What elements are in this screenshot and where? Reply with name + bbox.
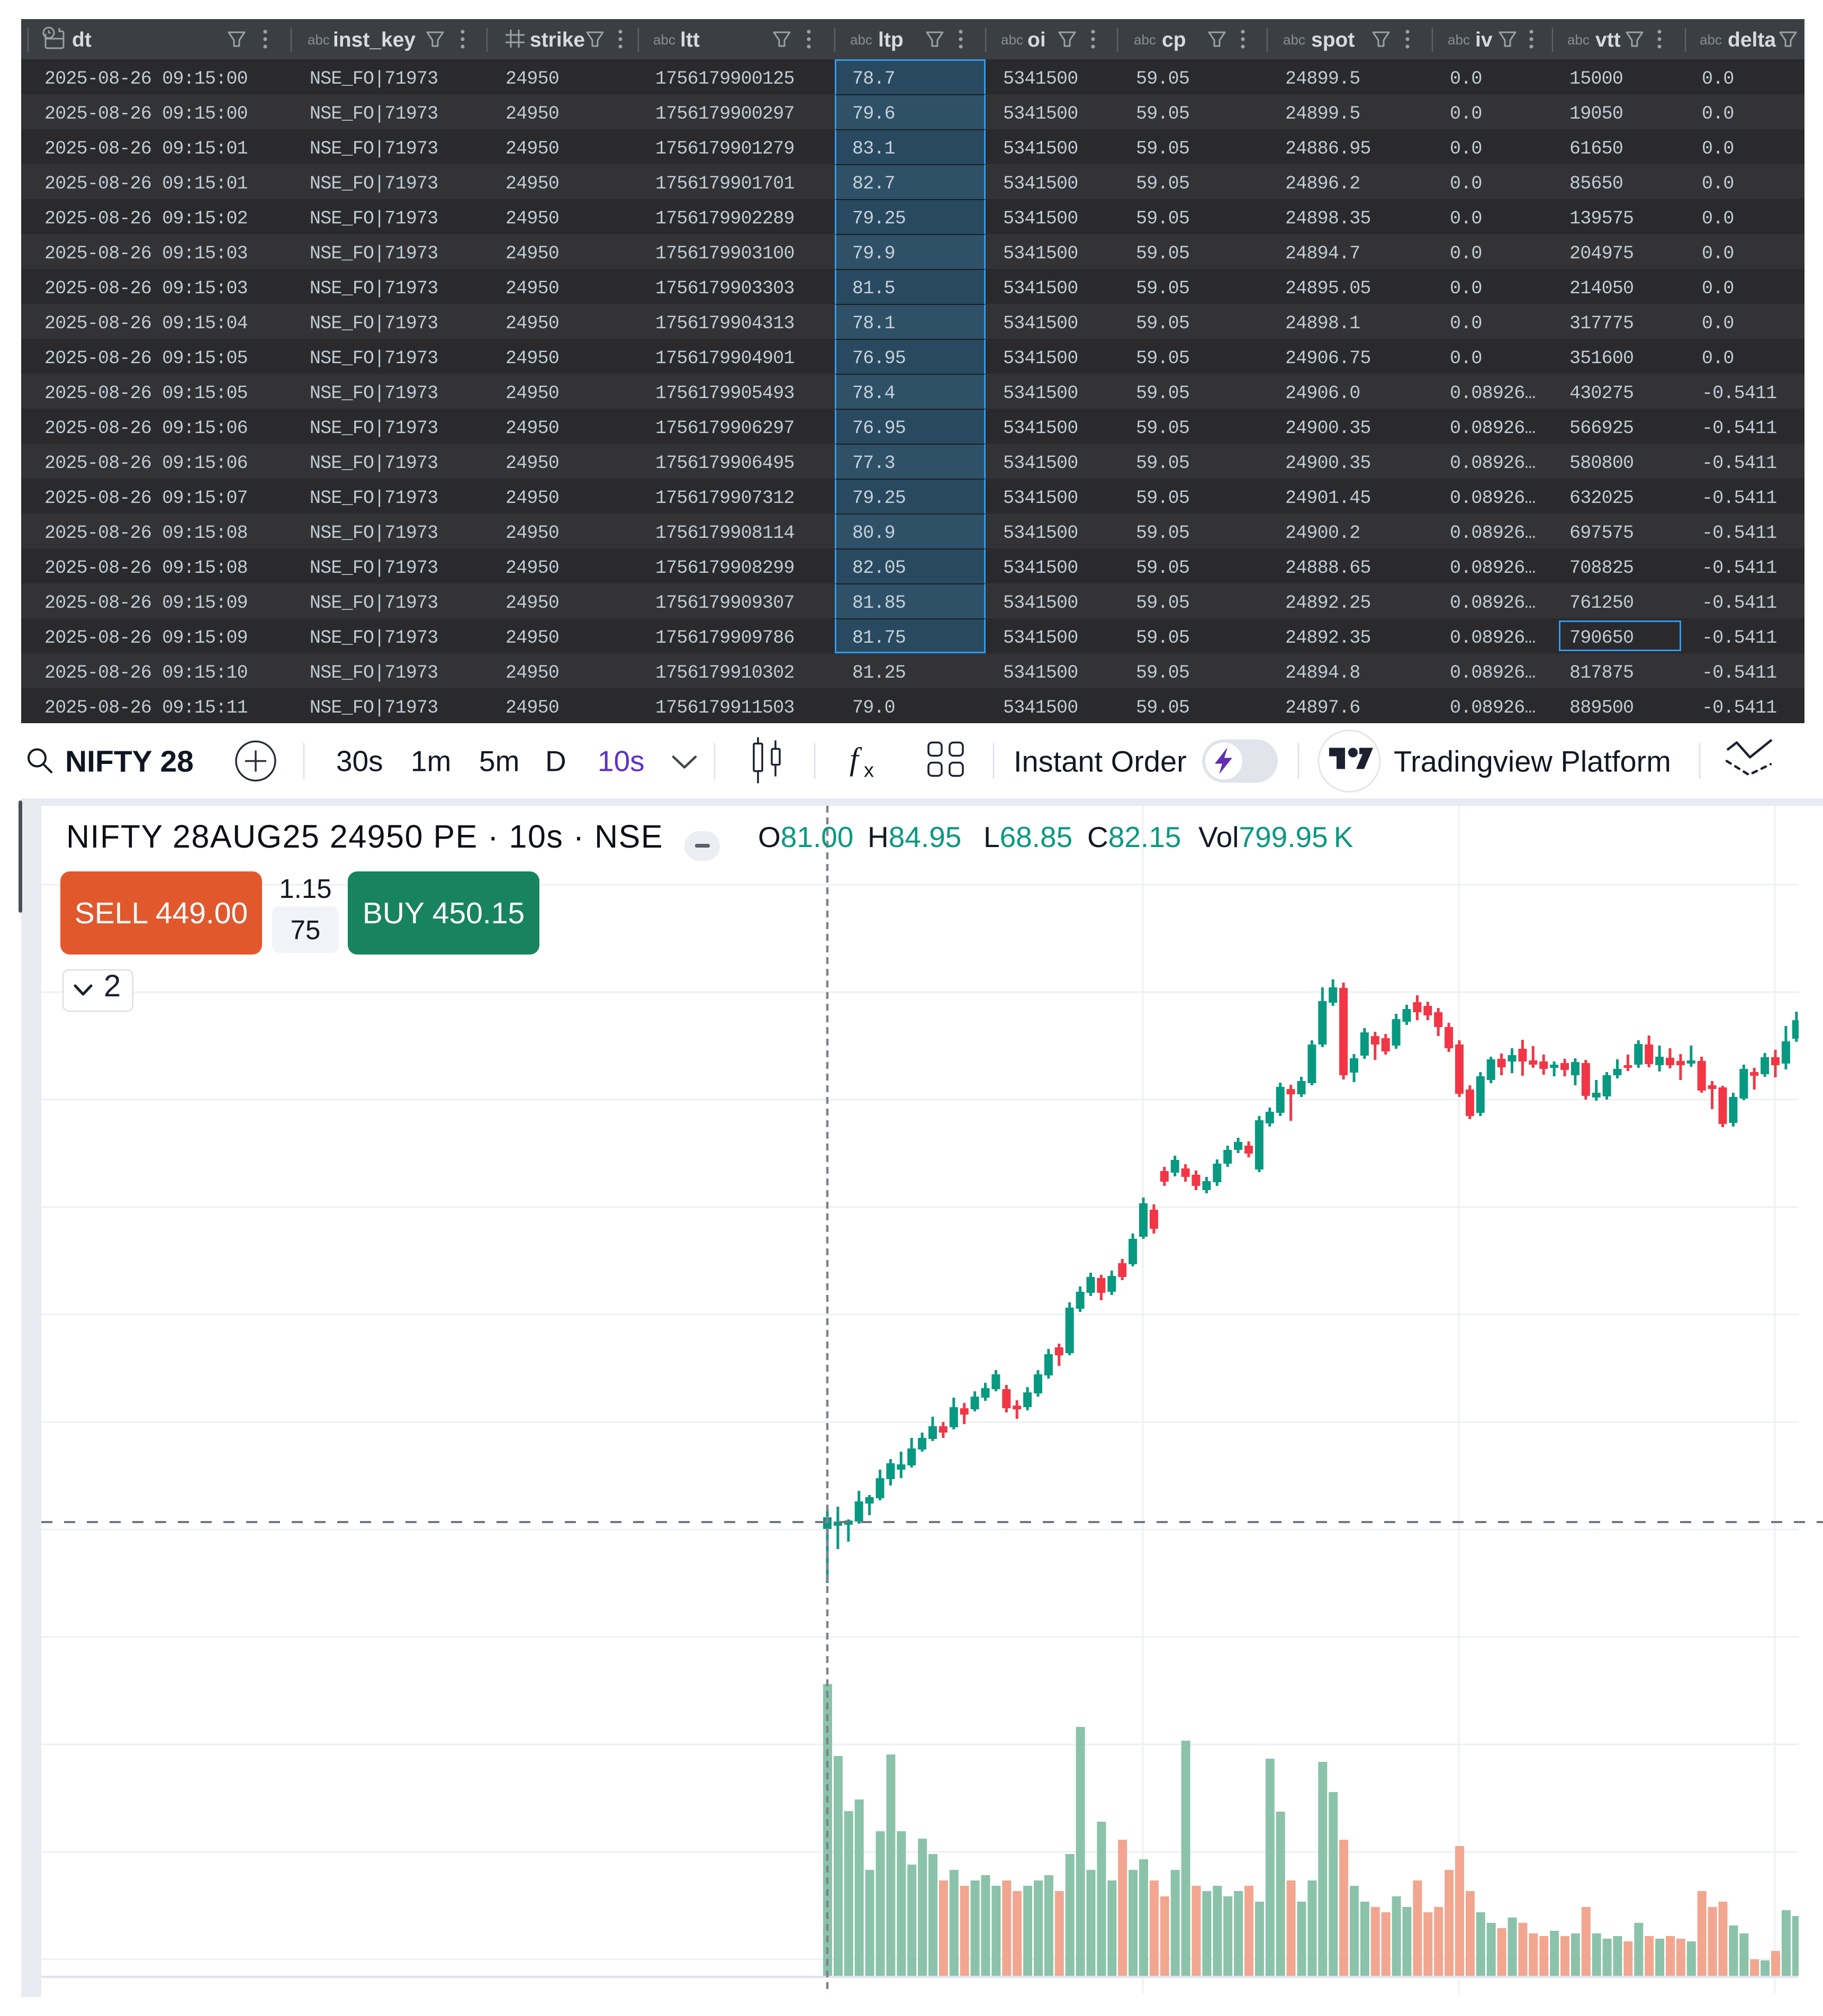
- svg-text:abc: abc: [1283, 32, 1305, 48]
- svg-text:abc: abc: [1448, 32, 1470, 48]
- svg-text:abc: abc: [850, 32, 872, 48]
- svg-text:abc: abc: [1567, 32, 1590, 48]
- svg-text:abc: abc: [653, 32, 675, 48]
- svg-text:x: x: [864, 760, 874, 782]
- svg-text:NIFTY 28: NIFTY 28: [65, 745, 194, 779]
- svg-text:abc: abc: [308, 32, 330, 48]
- svg-text:delta: delta: [1728, 29, 1776, 51]
- svg-text:spot: spot: [1311, 29, 1355, 51]
- svg-text:1m: 1m: [411, 745, 451, 778]
- svg-text:ltt: ltt: [680, 29, 700, 51]
- svg-text:oi: oi: [1027, 29, 1046, 51]
- svg-text:iv: iv: [1475, 29, 1493, 51]
- svg-text:Instant Order: Instant Order: [1014, 745, 1187, 778]
- svg-text:inst_key: inst_key: [333, 29, 416, 51]
- svg-text:ltp: ltp: [878, 29, 904, 51]
- svg-text:abc: abc: [1001, 32, 1023, 48]
- svg-text:abc: abc: [1700, 32, 1722, 48]
- svg-text:5m: 5m: [479, 745, 519, 778]
- svg-text:abc: abc: [1134, 32, 1156, 48]
- svg-text:10s: 10s: [598, 745, 645, 778]
- svg-text:vtt: vtt: [1595, 29, 1621, 51]
- svg-text:strike: strike: [530, 29, 585, 51]
- svg-text:D: D: [545, 745, 566, 778]
- svg-text:30s: 30s: [336, 745, 383, 778]
- svg-text:dt: dt: [72, 29, 92, 51]
- svg-text:f: f: [850, 742, 862, 777]
- svg-text:cp: cp: [1162, 29, 1186, 51]
- svg-text:Tradingview Platform: Tradingview Platform: [1394, 745, 1671, 778]
